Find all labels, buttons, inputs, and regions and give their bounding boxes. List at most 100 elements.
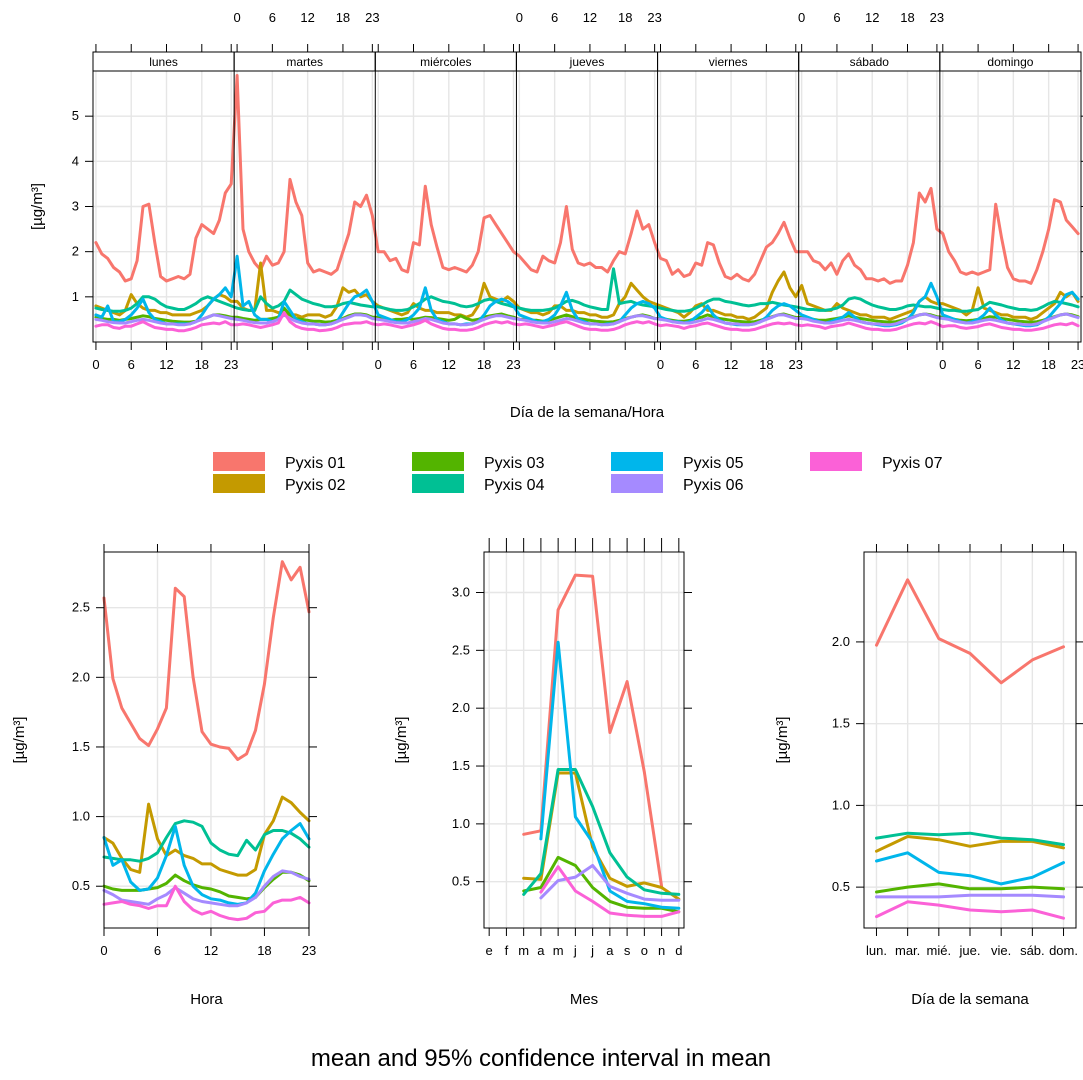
x-tick-label: dom. <box>1049 943 1078 958</box>
x-tick-label: d <box>675 943 682 958</box>
y-tick-label: 1.0 <box>832 797 850 812</box>
y-tick-label: 0.5 <box>832 879 850 894</box>
strip-label: viernes <box>709 55 748 69</box>
x-tick-label-top: 6 <box>833 10 840 25</box>
y-tick-label: 2.5 <box>452 642 470 657</box>
series-line-pyxis-07 <box>539 865 681 918</box>
x-tick-label: 23 <box>302 943 316 958</box>
y-tick-label: 0.5 <box>452 874 470 889</box>
x-tick-label: 12 <box>204 943 218 958</box>
x-tick-label: 18 <box>195 357 209 372</box>
strip-label: lunes <box>149 55 178 69</box>
x-tick-label: 23 <box>506 357 520 372</box>
strip-label: miércoles <box>420 55 471 69</box>
x-tick-label: mar. <box>895 943 920 958</box>
legend-label: Pyxis 02 <box>285 477 346 494</box>
x-tick-label: 12 <box>1006 357 1020 372</box>
series-line-pyxis-07 <box>94 311 1080 333</box>
legend-item-pyxis-04: Pyxis 04 <box>412 474 545 494</box>
series-line-pyxis-03 <box>522 855 681 914</box>
series-line-pyxis-06 <box>539 864 681 902</box>
x-tick-label: s <box>624 943 631 958</box>
x-tick-label: 23 <box>224 357 238 372</box>
x-tick-label-top: 0 <box>798 10 805 25</box>
legend-swatch <box>611 452 663 471</box>
y-axis-title: [µg/m³] <box>774 717 791 764</box>
legend: Pyxis 01 Pyxis 02 Pyxis 03 Pyxis 04 Pyxis 05… <box>213 452 943 494</box>
x-tick-label: sáb. <box>1020 943 1045 958</box>
x-tick-label: 12 <box>159 357 173 372</box>
x-tick-label: jue. <box>959 943 981 958</box>
y-tick-label: 0.5 <box>72 878 90 893</box>
legend-swatch <box>213 474 265 493</box>
y-tick-label: 2.0 <box>832 634 850 649</box>
y-tick-label: 1.5 <box>452 758 470 773</box>
x-tick-label-top: 23 <box>647 10 661 25</box>
x-tick-label: mié. <box>927 943 952 958</box>
series-line-pyxis-06 <box>94 312 1080 327</box>
x-axis-title: Mes <box>570 991 598 1008</box>
x-tick-label: f <box>505 943 509 958</box>
legend-item-pyxis-03: Pyxis 03 <box>412 452 545 472</box>
x-tick-label-top: 12 <box>583 10 597 25</box>
series-line-pyxis-07 <box>102 884 311 922</box>
series-line-pyxis-05 <box>539 640 681 910</box>
x-tick-label: 6 <box>974 357 981 372</box>
series-line-pyxis-06 <box>102 869 311 908</box>
x-axis-title: Día de la semana/Hora <box>510 404 665 421</box>
y-tick-label: 4 <box>72 153 79 168</box>
x-tick-label-top: 23 <box>930 10 944 25</box>
x-tick-label: 18 <box>477 357 491 372</box>
y-tick-label: 2.0 <box>72 669 90 684</box>
x-tick-label: 23 <box>1071 357 1083 372</box>
legend-swatch <box>611 474 663 493</box>
y-tick-label: 1.5 <box>72 739 90 754</box>
x-tick-label: e <box>486 943 493 958</box>
y-tick-label: 1 <box>72 289 79 304</box>
x-tick-label: vie. <box>991 943 1011 958</box>
x-tick-label: 6 <box>128 357 135 372</box>
legend-swatch <box>412 452 464 471</box>
series-line-pyxis-05 <box>875 851 1065 886</box>
x-tick-label-top: 6 <box>551 10 558 25</box>
x-tick-label-top: 18 <box>618 10 632 25</box>
x-axis-title: Hora <box>190 991 223 1008</box>
x-tick-label: 6 <box>154 943 161 958</box>
legend-item-pyxis-07: Pyxis 07 <box>810 452 943 472</box>
x-tick-label-top: 18 <box>336 10 350 25</box>
legend-label: Pyxis 05 <box>683 455 744 472</box>
y-tick-label: 3.0 <box>452 584 470 599</box>
x-tick-label: 18 <box>1041 357 1055 372</box>
legend-label: Pyxis 04 <box>484 477 545 494</box>
x-tick-label: j <box>590 943 594 958</box>
x-tick-label: n <box>658 943 665 958</box>
panel-day-hour: lunes martes miércoles jueves viernes sábado d… <box>29 10 1083 421</box>
y-tick-label: 2.5 <box>72 600 90 615</box>
x-tick-label: 18 <box>257 943 271 958</box>
legend-item-pyxis-01: Pyxis 01 <box>213 452 346 472</box>
series-line-pyxis-02 <box>102 795 311 877</box>
x-tick-label: 0 <box>92 357 99 372</box>
series-line-pyxis-04 <box>94 267 1080 313</box>
legend-item-pyxis-05: Pyxis 05 <box>611 452 744 472</box>
x-tick-label: 12 <box>442 357 456 372</box>
x-tick-label: 6 <box>410 357 417 372</box>
x-tick-label: m <box>518 943 529 958</box>
series-line-pyxis-04 <box>875 831 1065 847</box>
panel-month: 0.51.01.52.02.53.0e f m a m j j a s o n d[µg/m³]Mes <box>393 538 692 1008</box>
x-tick-label: 0 <box>100 943 107 958</box>
x-tick-label-top: 23 <box>365 10 379 25</box>
x-tick-label-top: 12 <box>300 10 314 25</box>
x-tick-label: 0 <box>375 357 382 372</box>
series-line-pyxis-01 <box>875 578 1065 685</box>
legend-label: Pyxis 06 <box>683 477 744 494</box>
y-axis-title: [µg/m³] <box>11 717 28 764</box>
series-line-pyxis-05 <box>102 822 311 906</box>
x-tick-label: o <box>641 943 648 958</box>
legend-label: Pyxis 01 <box>285 455 346 472</box>
x-tick-label: j <box>573 943 577 958</box>
strip-label: jueves <box>569 55 605 69</box>
legend-label: Pyxis 07 <box>882 455 943 472</box>
series-line-pyxis-07 <box>875 900 1065 920</box>
